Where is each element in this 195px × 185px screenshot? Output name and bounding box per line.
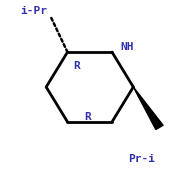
Text: R: R bbox=[84, 112, 91, 122]
Text: R: R bbox=[73, 61, 80, 71]
Polygon shape bbox=[133, 87, 163, 130]
Text: i-Pr: i-Pr bbox=[20, 6, 47, 16]
Text: NH: NH bbox=[121, 42, 134, 52]
Text: Pr-i: Pr-i bbox=[129, 154, 155, 164]
